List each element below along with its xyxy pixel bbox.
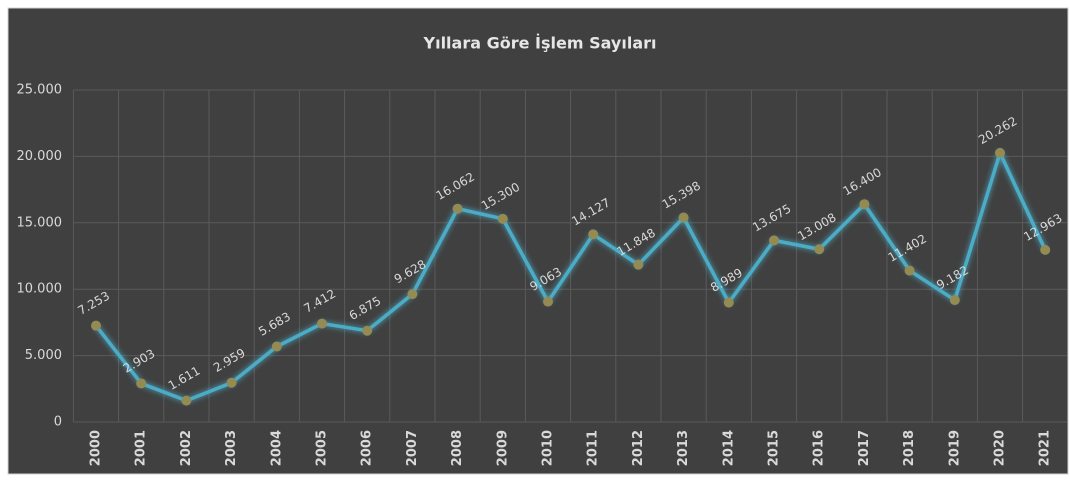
data-marker bbox=[407, 289, 418, 300]
y-tick-label: 15.000 bbox=[17, 215, 63, 230]
x-tick-label: 2012 bbox=[631, 430, 646, 466]
data-marker bbox=[1040, 244, 1051, 255]
chart-title: Yıllara Göre İşlem Sayıları bbox=[423, 34, 657, 53]
x-tick-label: 2005 bbox=[315, 430, 330, 466]
data-marker bbox=[362, 325, 373, 336]
y-tick-label: 5.000 bbox=[25, 348, 62, 363]
x-tick-label: 2017 bbox=[857, 430, 872, 466]
data-marker bbox=[949, 295, 960, 306]
x-tick-label: 2010 bbox=[541, 430, 556, 466]
x-tick-label: 2021 bbox=[1038, 430, 1053, 466]
data-marker bbox=[226, 377, 237, 388]
x-tick-label: 2001 bbox=[134, 430, 149, 466]
data-marker bbox=[678, 212, 689, 223]
y-tick-label: 20.000 bbox=[17, 149, 63, 164]
data-marker bbox=[904, 265, 915, 276]
data-marker bbox=[633, 259, 644, 270]
y-tick-label: 0 bbox=[54, 415, 62, 430]
x-tick-label: 2002 bbox=[179, 430, 194, 466]
data-marker bbox=[91, 320, 101, 331]
data-marker bbox=[588, 229, 599, 240]
data-marker bbox=[452, 203, 463, 214]
data-marker bbox=[136, 378, 147, 389]
x-tick-label: 2018 bbox=[902, 430, 917, 466]
x-tick-label: 2003 bbox=[224, 430, 239, 466]
x-tick-label: 2000 bbox=[89, 430, 104, 466]
x-tick-label: 2019 bbox=[947, 430, 962, 466]
y-tick-label: 10.000 bbox=[17, 282, 63, 297]
x-tick-label: 2011 bbox=[586, 430, 601, 466]
x-tick-label: 2009 bbox=[495, 430, 510, 466]
data-marker bbox=[814, 244, 825, 255]
x-tick-label: 2020 bbox=[993, 430, 1008, 466]
data-marker bbox=[995, 147, 1005, 158]
data-marker bbox=[543, 296, 553, 307]
x-tick-label: 2016 bbox=[812, 430, 827, 466]
data-marker bbox=[317, 318, 327, 329]
x-tick-label: 2013 bbox=[676, 430, 691, 466]
data-line bbox=[94, 151, 1047, 403]
data-marker bbox=[181, 395, 192, 406]
data-marker bbox=[723, 297, 734, 308]
data-marker bbox=[859, 199, 870, 210]
data-marker bbox=[497, 213, 508, 224]
x-tick-label: 2015 bbox=[767, 430, 782, 466]
x-tick-label: 2014 bbox=[721, 430, 736, 466]
x-tick-label: 2004 bbox=[269, 430, 284, 466]
data-marker bbox=[769, 235, 779, 246]
x-tick-label: 2006 bbox=[360, 430, 375, 466]
x-tick-label: 2008 bbox=[450, 430, 465, 466]
y-tick-label: 25.000 bbox=[17, 83, 63, 98]
data-marker bbox=[271, 341, 282, 352]
x-tick-label: 2007 bbox=[405, 430, 420, 466]
